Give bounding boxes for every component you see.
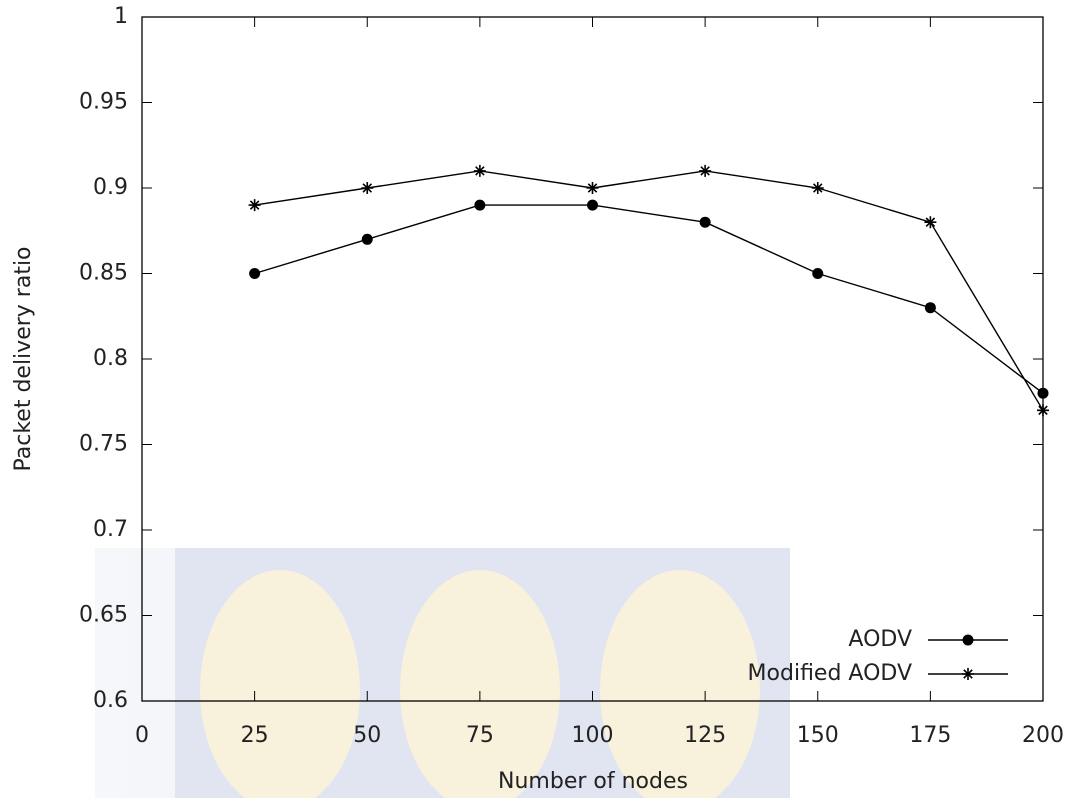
y-axis-label: Packet delivery ratio: [11, 246, 36, 471]
series-line: [254, 204, 1044, 394]
series-line: [254, 170, 1044, 411]
x-axis-label: Number of nodes: [498, 769, 688, 794]
x-tick-label: 100: [572, 723, 614, 748]
legend-marker: [962, 634, 974, 646]
x-tick-label: 200: [1022, 723, 1064, 748]
point: [474, 199, 486, 211]
point: [699, 216, 711, 228]
point: [249, 268, 261, 279]
point: [248, 199, 261, 212]
point: [1037, 387, 1049, 399]
y-tick-label: 0.85: [79, 261, 128, 286]
point: [586, 182, 599, 194]
x-tick-label: 150: [797, 723, 839, 748]
watermark: [95, 548, 790, 798]
point: [1037, 404, 1049, 417]
point: [473, 164, 486, 177]
point: [811, 182, 824, 194]
legend-label: Modified AODV: [748, 661, 912, 686]
point: [361, 233, 373, 245]
y-tick-label: 0.65: [79, 603, 128, 628]
y-tick-label: 0.75: [79, 432, 128, 457]
y-tick-label: 0.8: [93, 346, 128, 371]
point: [924, 216, 937, 229]
y-tick-label: 1: [114, 4, 128, 29]
x-tick-label: 125: [684, 723, 726, 748]
point: [699, 164, 712, 177]
y-tick-label: 0.9: [93, 175, 128, 200]
point: [924, 302, 936, 314]
y-tick-label: 0.95: [79, 90, 128, 115]
point: [812, 268, 824, 279]
legend-label: AODV: [848, 627, 912, 652]
x-tick-label: 25: [241, 723, 269, 748]
x-tick-label: 175: [909, 723, 951, 748]
legend-marker: [962, 668, 974, 680]
point: [587, 199, 598, 211]
x-tick-label: 0: [135, 723, 149, 748]
x-tick-label: 50: [353, 723, 381, 748]
y-tick-label: 0.7: [93, 517, 128, 542]
y-tick-label: 0.6: [93, 688, 128, 713]
x-tick-label: 75: [466, 723, 494, 748]
point: [361, 182, 374, 194]
